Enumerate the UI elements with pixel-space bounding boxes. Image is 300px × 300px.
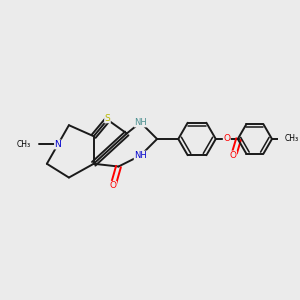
Text: O: O [223,134,230,143]
Text: NH: NH [134,151,147,160]
Text: O: O [230,151,237,160]
Text: N: N [55,140,61,149]
Text: O: O [110,181,116,190]
Text: CH₃: CH₃ [16,140,30,149]
Text: S: S [105,114,110,123]
Text: CH₃: CH₃ [285,134,299,143]
Text: NH: NH [134,118,147,127]
